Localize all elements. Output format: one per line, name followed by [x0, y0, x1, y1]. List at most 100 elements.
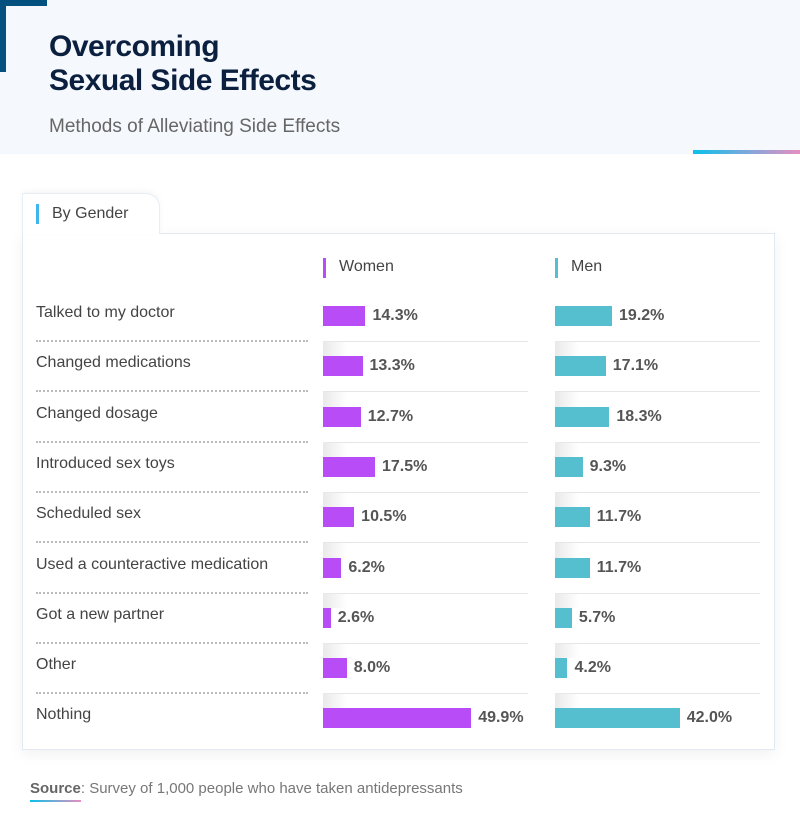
page-title: Overcoming Sexual Side Effects: [49, 30, 317, 98]
row-gridline: [323, 642, 528, 644]
row-gridline: [555, 491, 760, 493]
category-label: Changed dosage: [36, 404, 158, 422]
data-label: 9.3%: [589, 457, 627, 475]
row-gridline: [323, 592, 528, 594]
row-gridline: [323, 391, 528, 393]
bar-women: [323, 306, 366, 326]
corner-accent: [0, 0, 47, 72]
row-gridline: [555, 642, 760, 644]
legend-women: Women: [339, 258, 394, 275]
category-label: Scheduled sex: [36, 505, 141, 523]
row-gridline: [323, 693, 528, 695]
row-separator: [36, 641, 308, 644]
gradient-accent: [693, 150, 800, 154]
bar-women: [323, 708, 472, 729]
data-label: 11.7%: [596, 508, 642, 526]
data-label: 6.2%: [348, 558, 385, 576]
row-gridline: [323, 341, 528, 342]
row-separator: [36, 340, 308, 342]
data-label: 42.0%: [686, 709, 733, 727]
row-shade: [323, 341, 347, 357]
row-shade: [555, 693, 579, 709]
row-separator: [36, 541, 308, 544]
bar-women: [323, 507, 355, 528]
bar-men: [555, 607, 572, 628]
bar-women: [323, 406, 361, 427]
category-label: Used a counteractive medication: [36, 555, 269, 573]
tab-label: By Gender: [52, 205, 129, 222]
row-gridline: [555, 693, 760, 695]
row-separator: [36, 390, 308, 393]
data-label: 13.3%: [369, 357, 415, 375]
category-label: Changed medications: [36, 354, 191, 372]
bar-men: [555, 306, 613, 326]
row-gridline: [323, 441, 528, 443]
row-shade: [555, 643, 579, 659]
subtitle: Methods of Alleviating Side Effects: [49, 116, 341, 137]
bar-men: [555, 406, 610, 427]
bar-women: [323, 356, 363, 377]
source-label: Source: [30, 780, 81, 797]
bar-women: [323, 658, 347, 679]
row-shade: [555, 441, 579, 457]
row-shade: [323, 693, 347, 709]
category-label: Talked to my doctor: [36, 304, 175, 321]
category-label: Other: [36, 656, 77, 674]
tab-accent: [36, 204, 39, 224]
row-separator: [36, 591, 308, 594]
category-label: Nothing: [36, 706, 92, 724]
row-shade: [555, 391, 579, 407]
bar-men: [555, 456, 583, 477]
legend-marker: [323, 258, 326, 278]
bar-men: [555, 708, 680, 729]
data-label: 2.6%: [337, 608, 375, 626]
row-gridline: [555, 441, 760, 443]
row-shade: [323, 592, 347, 608]
source-text: : Survey of 1,000 people who have taken …: [80, 780, 463, 797]
bar-men: [555, 356, 606, 377]
data-label: 8.0%: [353, 659, 391, 677]
data-label: 17.5%: [381, 457, 428, 475]
data-label: 10.5%: [361, 508, 407, 526]
category-label: Introduced sex toys: [36, 454, 175, 472]
data-label: 4.2%: [574, 659, 611, 677]
data-label: 12.7%: [367, 407, 414, 425]
tab-by-gender[interactable]: By Gender: [22, 193, 160, 234]
bar-men: [555, 557, 590, 578]
data-label: 17.1%: [612, 357, 659, 375]
data-label: 14.3%: [372, 307, 418, 324]
row-shade: [323, 492, 347, 508]
row-shade: [555, 592, 579, 608]
data-label: 19.2%: [619, 307, 665, 324]
title-line-2: Sexual Side Effects: [49, 64, 317, 97]
header: Overcoming Sexual Side Effects Methods o…: [0, 0, 800, 154]
row-shade: [323, 542, 347, 558]
row-separator: [36, 490, 308, 493]
data-label: 49.9%: [478, 709, 524, 727]
bar-men: [555, 507, 590, 528]
row-shade: [555, 542, 579, 558]
source-note: Source: Survey of 1,000 people who have …: [30, 780, 463, 797]
row-gridline: [555, 542, 760, 544]
data-label: 11.7%: [596, 558, 642, 576]
row-shade: [323, 441, 347, 457]
row-gridline: [555, 341, 760, 342]
row-shade: [555, 492, 579, 508]
row-gridline: [323, 542, 528, 544]
bar-men: [555, 658, 568, 679]
row-separator: [36, 440, 308, 443]
data-label: 5.7%: [578, 608, 616, 626]
row-shade: [555, 341, 579, 357]
row-gridline: [323, 491, 528, 493]
category-label: Got a new partner: [36, 605, 165, 623]
bar-women: [323, 557, 342, 578]
row-gridline: [555, 391, 760, 393]
row-shade: [323, 391, 347, 407]
legend-marker: [555, 258, 558, 278]
legend-men: Men: [571, 258, 603, 275]
data-label: 18.3%: [616, 407, 662, 425]
title-line-1: Overcoming: [49, 30, 220, 63]
bar-women: [323, 456, 375, 477]
row-shade: [323, 643, 347, 659]
row-separator: [36, 692, 308, 695]
